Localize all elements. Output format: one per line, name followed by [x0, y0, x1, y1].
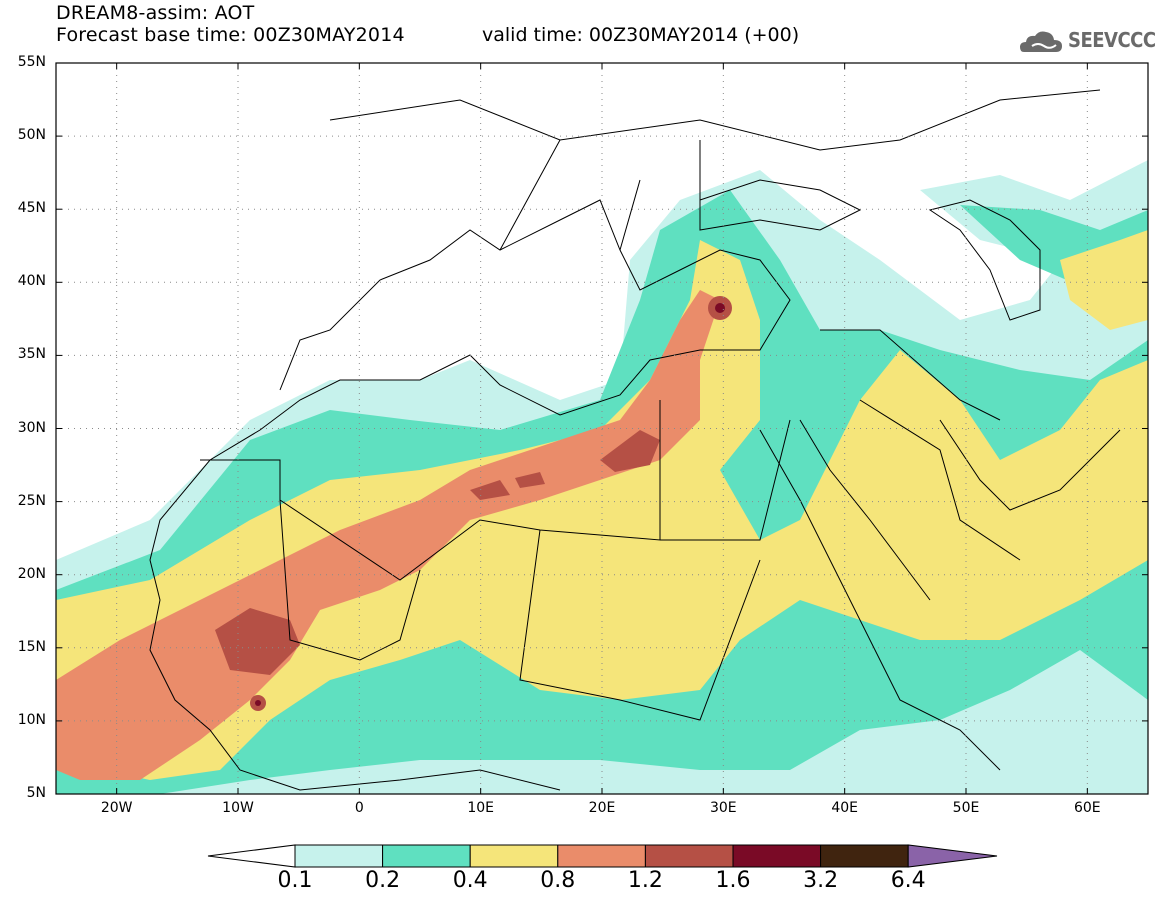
aot-band-12 [215, 608, 300, 675]
border-4 [660, 419, 791, 541]
colorbar-level-label: 1.2 [627, 868, 663, 893]
border-6 [499, 139, 701, 251]
border-7 [820, 329, 1021, 561]
colorbar-segment [732, 844, 822, 868]
border-5 [329, 89, 1101, 151]
aot-band-12c [470, 480, 510, 500]
colorbar-segment [294, 844, 384, 868]
logo-text: SEEVCCC [1068, 28, 1156, 52]
cloud-icon [1020, 31, 1062, 52]
lon-label: 10W [222, 800, 254, 816]
lon-label: 20E [588, 800, 616, 816]
colorbar-segment [820, 844, 909, 868]
title-line-1: DREAM8-assim: AOT [56, 2, 255, 24]
lat-label: 45N [17, 200, 46, 217]
colorbar-level-label: 0.2 [365, 868, 401, 893]
lat-label: 40N [17, 273, 46, 290]
red-sea [759, 429, 1001, 771]
aot-band-12d [515, 472, 545, 488]
lat-label: 10N [17, 711, 46, 728]
coastline [149, 199, 791, 561]
aot-band-12b [600, 430, 660, 472]
colorbar-level-label: 0.1 [277, 868, 313, 893]
aot-band-08 [56, 290, 720, 780]
gulf [939, 419, 1121, 511]
colorbar-low-arrow [207, 844, 296, 868]
lat-label: 25N [17, 492, 46, 509]
aot-band-04 [56, 240, 1148, 780]
lon-label: 0 [354, 800, 364, 816]
lat-label: 35N [17, 346, 46, 363]
lat-label: 20N [17, 565, 46, 582]
colorbar-level-label: 0.4 [452, 868, 488, 893]
border-2 [279, 499, 421, 661]
border-1 [200, 400, 661, 581]
lon-label: 20W [100, 800, 133, 816]
colorbar-level-label: 0.8 [540, 868, 576, 893]
red-sea-2 [799, 419, 931, 601]
lon-label: 10E [467, 800, 494, 816]
coastline-2 [149, 559, 561, 791]
colorbar-segment [469, 844, 559, 868]
lon-label: 50E [952, 800, 980, 816]
title-line-2: Forecast base time: 00Z30MAY2014 [56, 24, 405, 46]
lon-label: 60E [1073, 800, 1101, 816]
lon-label: 40E [831, 800, 858, 816]
lat-label: 55N [17, 54, 46, 70]
lat-label: 5N [26, 785, 46, 801]
colorbar-segment [644, 844, 734, 868]
aot-band-16 [715, 303, 725, 313]
lon-label: 30E [709, 800, 737, 816]
colorbar-segment [557, 844, 646, 868]
border-3 [519, 529, 761, 721]
lat-label: 30N [17, 419, 46, 436]
black-sea [699, 179, 862, 231]
valid-time: valid time: 00Z30MAY2014 (+00) [482, 24, 800, 46]
colorbar-level-label: 1.6 [715, 868, 751, 893]
caspian [928, 199, 1041, 321]
colorbar-level-label: 3.2 [803, 868, 839, 893]
colorbar-high-arrow [907, 844, 998, 868]
colorbar-segment [382, 844, 471, 868]
lat-label: 15N [17, 638, 46, 655]
colorbar-level-label: 6.4 [890, 868, 926, 893]
lat-label: 50N [17, 127, 46, 144]
aot-band-16b [255, 700, 261, 706]
aot-band-04b [1060, 230, 1148, 330]
